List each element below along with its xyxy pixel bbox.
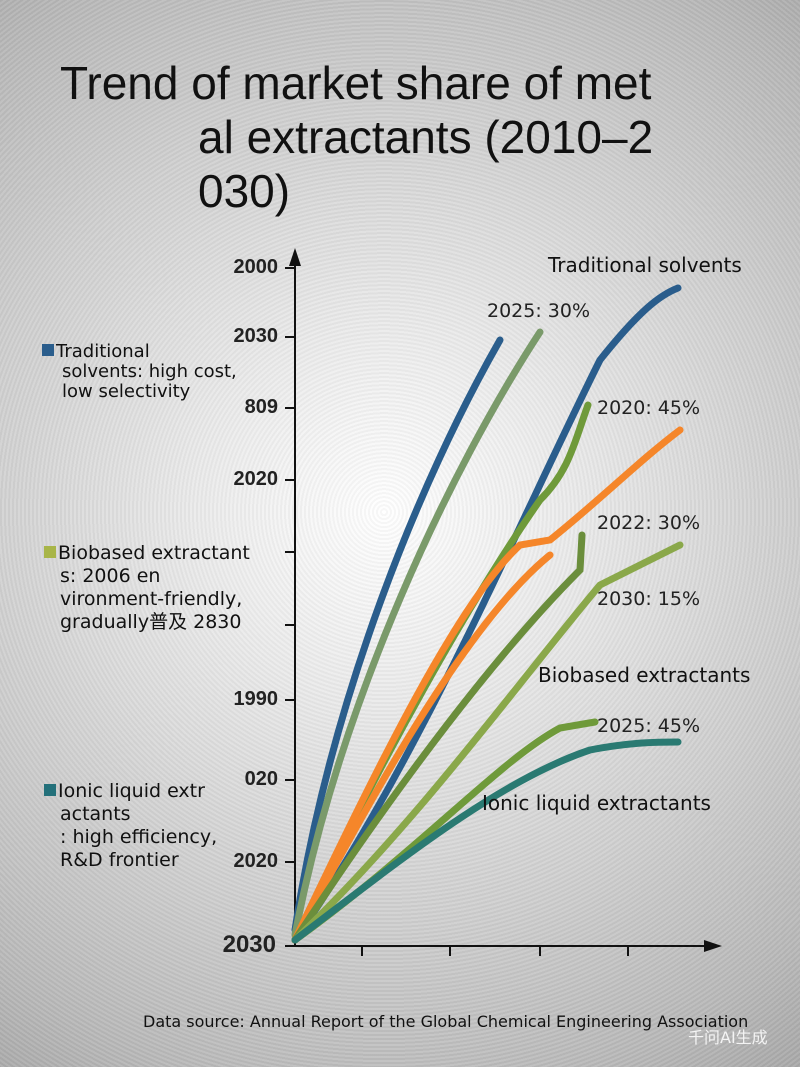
legend-swatch-icon [44,784,56,796]
annotation: 2020: 45% [597,397,701,419]
annotation: 2030: 15% [597,588,701,610]
legend-text: Ionic liquid extr [58,780,205,802]
y-tick-label: 2020 [233,850,279,872]
legend-text: : high efficiency, [60,826,218,848]
legend-text: Traditional [56,341,150,362]
chart-title-line-3: 030) [198,165,291,217]
series-line-2 [291,328,544,939]
legend-text: s: 2006 en [60,565,161,587]
legend-text: actants [60,803,131,825]
y-tick-label: 2030 [233,325,279,347]
y-tick-label: 809 [244,396,278,418]
x-axis-arrow [704,940,722,952]
y-tick-label: 2030 [222,931,276,958]
watermark: 千问AI生成 [688,1028,768,1047]
y-axis-arrow [289,248,301,266]
y-tick-label: 2000 [233,256,279,278]
series-line-6 [291,551,554,944]
annotation: 2025: 45% [597,715,701,737]
annotation: 2022: 30% [597,512,701,534]
legend-swatch-icon [42,344,54,356]
legend-text: solvents: high cost, [62,361,237,382]
data-source: Data source: Annual Report of the Global… [143,1012,749,1031]
y-tick-label: 020 [244,768,278,790]
series-label-ionic: Ionic liquid extractants [482,791,711,815]
legend-text: low selectivity [62,381,191,402]
series-line-3 [291,284,682,944]
series-line-10 [291,738,682,944]
series-line-1 [291,336,504,934]
series-line-7 [291,531,586,944]
legend-text: R&D frontier [60,849,179,871]
legend-text: gradually普及 2830 [60,611,242,633]
legend-ionic: Ionic liquid extr actants : high efficie… [44,780,217,872]
series-line-5 [291,426,684,944]
y-tick-label: 1990 [233,688,279,710]
legend-biobased: Biobased extractant s: 2006 en vironment… [44,542,250,634]
chart-title-line-1: Trend of market share of met [60,57,652,109]
series-label-traditional: Traditional solvents [548,253,742,277]
series-label-biobased: Biobased extractants [538,663,751,687]
y-tick-label: 2020 [233,468,279,490]
legend-text: vironment-friendly, [60,588,243,610]
annotation: 2025: 30% [487,300,591,322]
legend-text: Biobased extractant [58,542,250,564]
legend-swatch-icon [44,546,56,558]
series-line-8 [291,541,684,944]
legend-traditional: Traditional solvents: high cost, low sel… [42,342,237,402]
chart-title-line-2: al extractants (2010–2 [198,111,654,163]
